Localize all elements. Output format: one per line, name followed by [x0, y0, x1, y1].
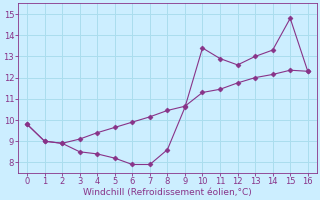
X-axis label: Windchill (Refroidissement éolien,°C): Windchill (Refroidissement éolien,°C): [83, 188, 252, 197]
